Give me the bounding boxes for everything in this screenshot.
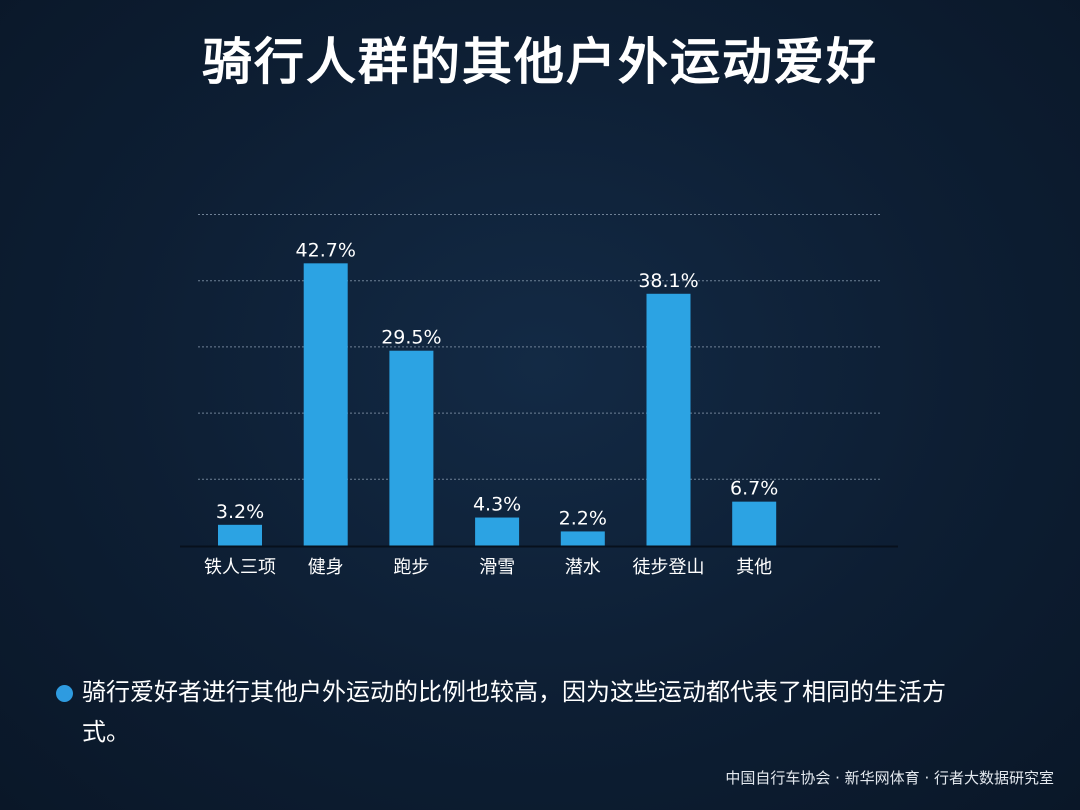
note-text: 骑行爱好者进行其他户外运动的比例也较高，因为这些运动都代表了相同的生活方式。 — [82, 678, 946, 746]
bar-value-label: 42.7% — [296, 239, 356, 261]
bar-value-label: 4.3% — [473, 494, 521, 516]
x-tick-label: 跑步 — [393, 557, 429, 578]
x-tick-label: 铁人三项 — [204, 557, 276, 578]
note: 骑行爱好者进行其他户外运动的比例也较高，因为这些运动都代表了相同的生活方式。 — [56, 672, 1016, 752]
x-tick-label: 徒步登山 — [633, 557, 705, 578]
bar-value-label: 38.1% — [638, 270, 698, 292]
bar-value-label: 6.7% — [730, 478, 778, 500]
source-credit: 中国自行车协会 · 新华网体育 · 行者大数据研究室 — [725, 769, 1054, 787]
bar — [389, 350, 434, 546]
x-tick-label: 滑雪 — [479, 557, 515, 578]
x-tick-labels: 铁人三项 健身 跑步 滑雪 潜水 徒步登山 其他 — [204, 557, 772, 578]
bar — [218, 524, 262, 546]
bars — [218, 263, 777, 546]
bullet-icon — [56, 685, 73, 702]
bar — [732, 501, 777, 546]
bar — [646, 293, 691, 546]
chart-title: 骑行人群的其他户外运动爱好 — [202, 33, 878, 91]
x-tick-label: 健身 — [308, 557, 344, 578]
bar — [560, 531, 605, 546]
value-labels: 3.2% 42.7% 29.5% 4.3% 2.2% 38.1% 6.7% — [216, 239, 778, 529]
bar — [475, 517, 520, 546]
bar-value-label: 3.2% — [216, 501, 264, 523]
x-tick-label: 其他 — [736, 557, 772, 578]
bar-value-label: 29.5% — [381, 327, 441, 349]
bar-value-label: 2.2% — [559, 507, 607, 529]
x-tick-label: 潜水 — [565, 557, 601, 578]
bar — [303, 263, 348, 546]
